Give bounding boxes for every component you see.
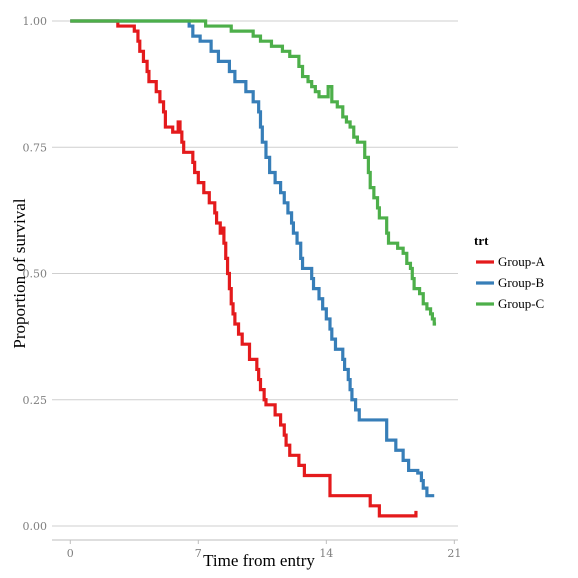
y-tick-label-4: 1.00 [23,15,48,28]
y-tick-label-0: 0.00 [23,520,48,533]
legend-label-group-b: Group-B [498,275,545,290]
x-tick-label-1: 7 [195,547,202,560]
y-axis-title: Proportion of survival [10,198,29,348]
legend-title: trt [474,233,489,248]
series-lines [70,19,437,518]
series-line-group-c [70,19,437,326]
y-tick-label-1: 0.25 [23,394,48,407]
x-tick-label-2: 14 [319,547,333,560]
legend-label-group-c: Group-C [498,296,544,311]
legend-label-group-a: Group-A [498,254,546,269]
tick-labels: 0 7 14 21 0.00 0.25 0.50 0.75 1.00 [23,15,462,560]
x-tick-label-3: 21 [447,547,461,560]
x-tick-label-0: 0 [67,547,74,560]
y-tick-label-2: 0.50 [23,268,48,281]
y-tick-label-3: 0.75 [23,141,48,154]
series-line-group-a [70,19,418,518]
legend: trt Group-A Group-B Group-C [474,233,546,311]
series-line-group-b [70,19,435,498]
x-axis-title: Time from entry [203,551,315,570]
